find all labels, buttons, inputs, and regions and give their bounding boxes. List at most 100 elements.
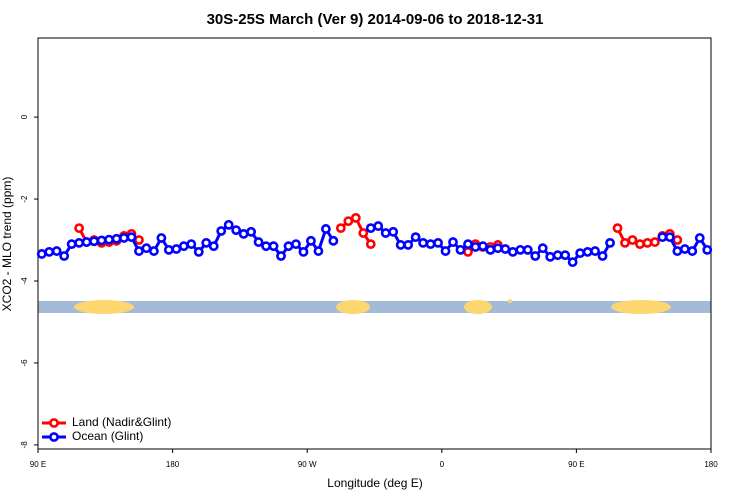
- data-point: [470, 242, 481, 252]
- data-point: [291, 239, 301, 250]
- legend-swatch: [49, 432, 59, 442]
- data-point: [313, 246, 324, 256]
- data-point: [425, 239, 436, 250]
- data-point: [134, 246, 144, 256]
- chart-title: 30S-25S March (Ver 9) 2014-09-06 to 2018…: [207, 11, 544, 28]
- data-point: [418, 237, 429, 248]
- data-point: [320, 224, 331, 234]
- data-point: [89, 236, 99, 247]
- data-point: [134, 235, 144, 245]
- data-point: [582, 247, 593, 257]
- data-point: [530, 251, 541, 261]
- x-tick-label: 0: [440, 460, 445, 469]
- data-point: [350, 212, 361, 223]
- ocean-band: [38, 301, 711, 313]
- data-point: [478, 241, 488, 252]
- data-point: [343, 216, 354, 227]
- y-axis-label: XCO2 - MLO trend (ppm): [0, 177, 14, 312]
- data-point: [96, 235, 107, 246]
- data-point: [537, 243, 548, 254]
- land-marker: [464, 300, 492, 314]
- data-point: [500, 244, 511, 254]
- data-point: [276, 251, 286, 261]
- data-point: [66, 239, 77, 250]
- data-point: [365, 223, 376, 234]
- data-point: [567, 257, 578, 268]
- land-marker: [508, 299, 512, 303]
- data-point: [201, 237, 212, 248]
- plot-frame: [37, 37, 712, 450]
- data-point: [81, 237, 92, 247]
- data-point: [590, 246, 600, 256]
- data-point: [223, 219, 234, 230]
- data-point: [261, 241, 271, 252]
- data-point: [111, 233, 122, 244]
- data-point: [44, 247, 55, 257]
- data-point: [395, 240, 406, 250]
- y-tick-label: -2: [20, 195, 29, 203]
- data-point: [463, 239, 473, 250]
- data-point: [178, 241, 189, 252]
- data-point: [163, 244, 174, 255]
- land-marker: [74, 300, 134, 314]
- data-point: [455, 244, 466, 255]
- data-point: [216, 226, 227, 236]
- data-point: [74, 223, 85, 234]
- x-tick-label: 90 E: [568, 460, 584, 469]
- data-point: [433, 237, 443, 248]
- data-point: [74, 237, 85, 248]
- data-point: [702, 244, 713, 255]
- data-point: [650, 237, 660, 247]
- data-point: [522, 244, 533, 255]
- x-tick-label: 90 E: [30, 460, 46, 469]
- data-point: [380, 228, 391, 238]
- data-point: [694, 233, 705, 243]
- surface-band: [38, 299, 711, 314]
- data-point: [104, 234, 114, 245]
- data-point: [679, 244, 690, 254]
- data-point: [642, 237, 653, 248]
- data-point: [268, 241, 279, 252]
- data-point: [657, 232, 668, 243]
- data-point: [141, 243, 152, 254]
- data-point: [36, 249, 47, 259]
- data-point: [597, 251, 608, 261]
- data-point: [605, 237, 615, 248]
- x-tick-label: 180: [704, 460, 718, 469]
- data-point: [238, 228, 249, 239]
- data-point: [193, 247, 204, 257]
- land-marker: [611, 300, 671, 314]
- data-point: [328, 235, 339, 246]
- y-tick-label: 0: [20, 114, 29, 119]
- land-marker: [336, 300, 370, 314]
- x-axis-label: Longitude (deg E): [327, 476, 422, 490]
- data-point: [306, 235, 316, 246]
- legend-swatch: [49, 418, 59, 428]
- y-tick-label: -8: [20, 441, 29, 449]
- data-point: [403, 240, 414, 250]
- data-point: [253, 237, 264, 247]
- data-point: [208, 241, 219, 252]
- data-point: [635, 239, 645, 250]
- data-point: [672, 235, 683, 245]
- data-point: [575, 248, 586, 259]
- data-point: [410, 232, 421, 243]
- data-point: [388, 226, 399, 237]
- data-point: [358, 228, 369, 238]
- x-tick-label: 90 W: [298, 460, 317, 469]
- data-point: [492, 243, 503, 254]
- legend-label: Ocean (Glint): [72, 429, 143, 443]
- data-point: [149, 246, 159, 256]
- data-point: [335, 223, 346, 234]
- data-point: [231, 225, 242, 236]
- data-point: [156, 233, 167, 243]
- data-point: [463, 247, 473, 257]
- data-point: [664, 232, 675, 243]
- data-point: [365, 239, 376, 250]
- data-point: [560, 250, 571, 261]
- data-point: [448, 237, 458, 247]
- data-point: [687, 246, 698, 256]
- data-point: [171, 244, 182, 254]
- data-point: [672, 246, 683, 256]
